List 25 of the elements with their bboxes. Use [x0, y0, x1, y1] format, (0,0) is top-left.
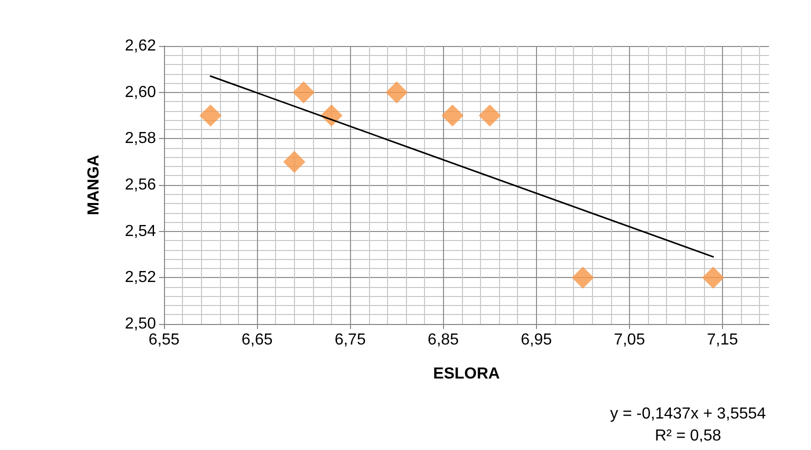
point	[442, 104, 464, 126]
point	[478, 104, 501, 126]
x-tick-label: 6,55	[148, 332, 180, 348]
x-tick-label: 7,15	[706, 332, 738, 348]
x-tick-label: 6,85	[428, 332, 459, 348]
x-tick-label: 6,65	[242, 332, 273, 348]
y-tick-label: 2,50	[124, 316, 156, 332]
x-tick-label: 6,75	[334, 332, 366, 348]
x-axis-title: ESLORA	[433, 366, 500, 382]
point	[702, 266, 724, 289]
point	[283, 150, 306, 173]
y-tick-label: 2,56	[124, 176, 156, 194]
point	[292, 81, 315, 104]
point	[386, 81, 408, 104]
point	[200, 104, 222, 126]
y-axis-title: MANGA	[86, 154, 102, 216]
y-tick-label: 2,58	[124, 130, 156, 148]
y-tick-label: 2,52	[124, 269, 156, 286]
text: y = -0,1437x + 3,5554	[610, 406, 766, 422]
y-tick-label: 2,54	[124, 222, 156, 240]
x-tick-label: 7,05	[614, 332, 646, 348]
point	[572, 266, 594, 289]
x-tick-label: 6,95	[520, 332, 552, 348]
y-tick-label: 2,62	[124, 38, 156, 54]
y-tick-label: 2,60	[124, 84, 156, 101]
